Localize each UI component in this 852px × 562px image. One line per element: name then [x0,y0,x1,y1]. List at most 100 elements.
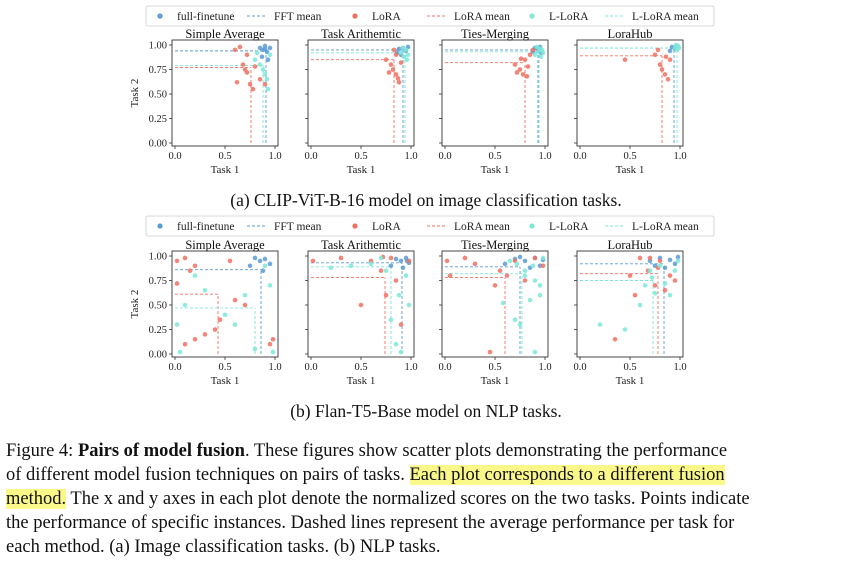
x-axis-label-b0: Task 1 [211,375,240,387]
point-llora-b1-10 [396,292,402,298]
point-lora-b1-9 [388,255,394,261]
point-llora-b2-1 [512,317,518,323]
y-tick-label-a0-1: 0.25 [149,114,167,125]
point-llora-a0-1 [257,62,263,67]
point-llora-b2-5 [530,263,536,269]
point-llora-a0-5 [267,52,273,58]
legend-label-a-5: L-LoRA mean [632,11,699,23]
point-llora-b2-6 [532,278,538,283]
point-lora-a3-3 [659,67,665,72]
y-tick-label-b0-1: 0.25 [149,325,167,336]
x-tick-label-b1-2: 1.0 [404,362,417,373]
x-tick-label-b0-2: 1.0 [268,362,281,373]
point-lora-b0-9 [242,302,248,308]
point-llora-b1-1 [348,263,354,269]
point-lora-a0-11 [244,52,250,58]
legend-marker-a-4 [529,13,535,19]
point-lora-b0-2 [192,263,198,269]
point-lora-a0-6 [252,64,258,69]
caption-line-5: each method. (a) Image classification ta… [6,537,441,557]
point-lora-b1-8 [406,258,412,264]
point-lora-b3-7 [667,273,673,278]
point-llora-b1-0 [328,265,334,271]
point-llora-b2-4 [527,297,533,303]
point-lora-a2-8 [525,64,531,69]
point-fft-b3-2 [667,257,673,263]
point-lora-a3-1 [652,52,658,58]
point-llora-b1-3 [383,268,389,274]
point-llora-b0-9 [262,263,268,269]
x-tick-label-b3-0: 0.0 [573,362,586,373]
plot-title-a0: Simple Average [185,27,265,41]
point-lora-a3-7 [663,54,669,60]
point-llora-b0-1 [177,349,183,355]
point-llora-b0-7 [267,283,273,288]
point-llora-b1-4 [388,317,394,323]
point-llora-b3-11 [649,275,655,280]
caption-highlight-2: method. [6,489,67,509]
x-tick-label-a1-2: 1.0 [404,151,417,162]
x-tick-label-b0-0: 0.0 [168,362,181,373]
point-llora-b2-10 [532,349,538,355]
point-llora-b2-8 [540,255,546,261]
point-llora-a2-5 [538,54,544,60]
legend-label-a-0: full-finetune [177,11,234,23]
legend-marker-a-0 [157,13,163,19]
point-llora-b3-3 [642,283,648,288]
point-llora-a0-6 [265,86,271,92]
point-llora-a3-4 [676,45,682,51]
point-lora-a0-4 [234,79,240,85]
caption-text-1: . These figures show scatter plots demon… [244,441,728,461]
point-lora-a3-2 [657,62,663,67]
point-lora-a2-5 [527,52,533,58]
plot-title-b3: LoraHub [607,238,652,252]
point-llora-b0-11 [192,273,198,278]
point-llora-b3-8 [667,292,673,298]
point-llora-b3-9 [672,268,678,274]
x-tick-label-a3-1: 0.5 [623,151,636,162]
point-llora-a2-6 [540,50,546,56]
legend-label-b-3: LoRA mean [454,221,510,233]
point-lora-b3-6 [657,258,663,264]
y-tick-label-a0-3: 0.75 [149,65,167,76]
point-fft-b0-2 [262,256,268,262]
x-tick-label-a2-2: 1.0 [538,151,551,162]
plot-frame-b0 [171,250,279,358]
subcaption-b: (b) Flan-T5-Base model on NLP tasks. [290,401,562,421]
point-lora-b0-12 [232,297,238,303]
point-lora-a1-9 [395,76,401,81]
point-fft-b1-1 [398,258,404,264]
point-fft-a0-4 [267,45,273,51]
y-tick-label-a0-0: 0.00 [149,139,167,150]
point-fft-b0-0 [252,255,258,261]
point-fft-b1-0 [393,256,399,262]
point-llora-b0-0 [174,322,180,327]
point-lora-a0-3 [244,70,250,75]
caption-highlight-1: Each plot corresponds to a different fus… [409,465,725,485]
legend-marker-a-2 [352,13,358,19]
y-tick-label-b0-4: 1.00 [149,252,167,263]
point-llora-b0-6 [252,346,258,352]
point-lora-b1-4 [378,268,384,274]
legend-label-b-2: LoRA [372,221,401,233]
y-tick-label-a0-4: 1.00 [149,41,167,52]
point-lora-a2-9 [518,56,524,62]
point-lora-b3-2 [632,292,638,298]
x-axis-label-a1: Task 1 [347,164,376,176]
x-tick-label-a3-2: 1.0 [673,151,686,162]
plot-title-b2: Ties-Merging [461,238,530,252]
point-fft-a0-3 [264,49,270,55]
point-fft-b1-5 [400,265,406,271]
legend-marker-b-0 [157,223,163,229]
point-llora-b1-9 [378,255,384,261]
point-llora-a2-0 [532,52,538,58]
point-fft-a3-3 [667,48,673,54]
legend-label-b-4: L-LoRA [549,221,589,233]
x-axis-label-b3: Task 1 [616,375,645,387]
point-lora-a2-2 [520,72,526,77]
point-llora-b3-0 [597,322,603,327]
point-lora-a3-8 [667,57,673,62]
point-lora-a2-4 [522,57,528,62]
point-lora-a1-7 [398,60,404,65]
point-lora-a0-7 [240,62,246,67]
